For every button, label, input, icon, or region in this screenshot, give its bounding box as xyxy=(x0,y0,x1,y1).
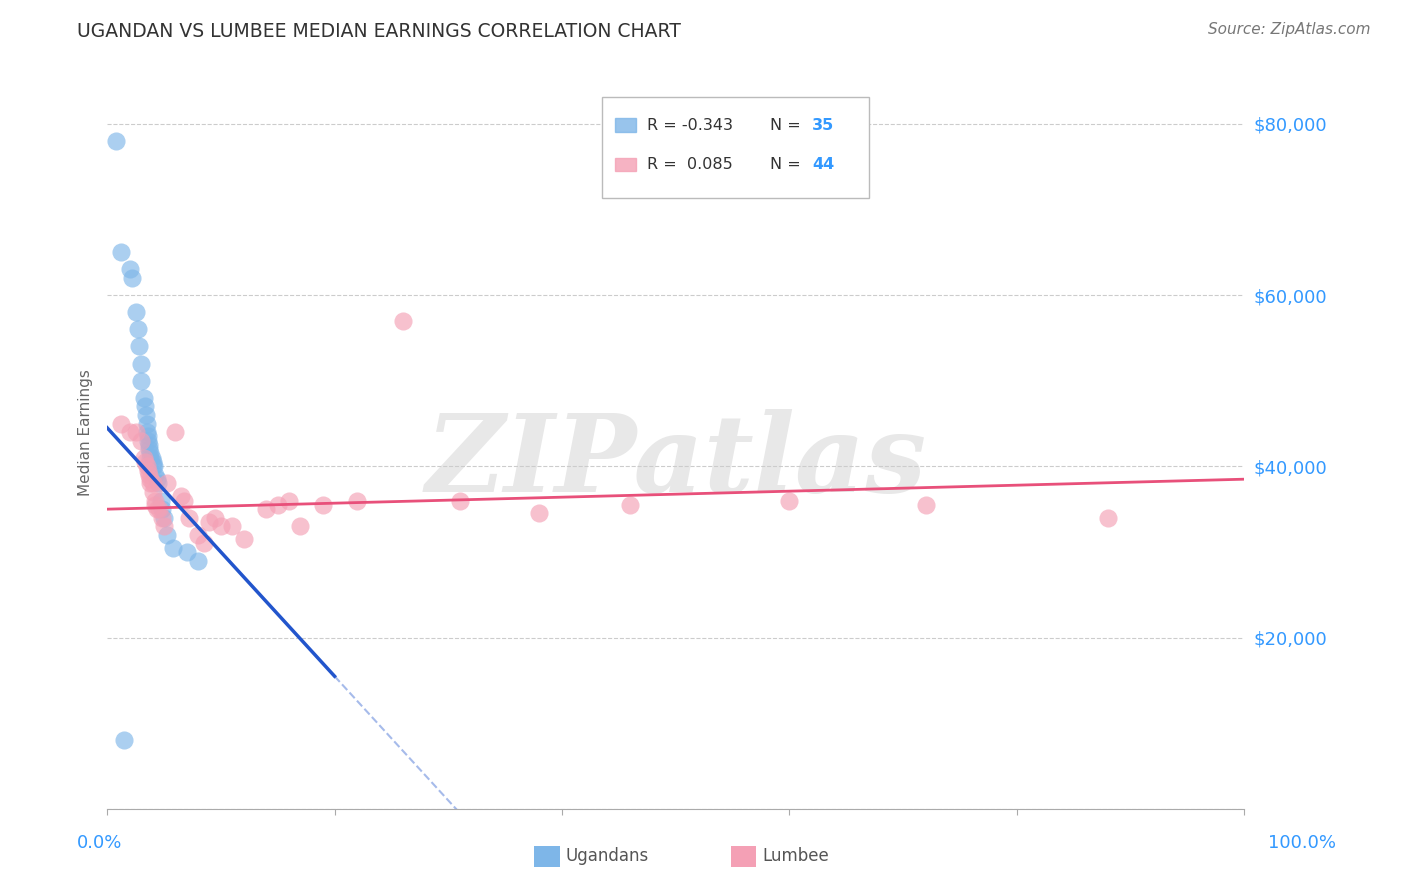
Point xyxy=(142,455,165,469)
Text: R =  0.085: R = 0.085 xyxy=(647,157,733,172)
Point xyxy=(132,391,155,405)
Point xyxy=(221,519,243,533)
Point xyxy=(143,498,166,512)
Point xyxy=(139,476,162,491)
Point xyxy=(110,245,132,260)
Point xyxy=(146,472,169,486)
Bar xyxy=(616,158,636,171)
Point xyxy=(391,314,413,328)
Text: R = -0.343: R = -0.343 xyxy=(647,118,734,133)
Text: 100.0%: 100.0% xyxy=(1268,834,1336,852)
Point xyxy=(138,442,160,457)
Text: 0.0%: 0.0% xyxy=(77,834,122,852)
Point xyxy=(232,532,254,546)
Point xyxy=(124,305,146,319)
Point xyxy=(146,502,169,516)
Point xyxy=(170,489,193,503)
Point xyxy=(148,476,170,491)
Point xyxy=(121,271,143,285)
Point xyxy=(136,417,159,431)
Point xyxy=(150,502,173,516)
Point xyxy=(143,493,166,508)
Point xyxy=(209,519,232,533)
Point xyxy=(278,493,301,508)
Point xyxy=(290,519,312,533)
Point xyxy=(129,374,152,388)
Point xyxy=(124,425,146,439)
Point xyxy=(619,498,641,512)
Point xyxy=(136,459,159,474)
Point xyxy=(915,498,938,512)
Point xyxy=(1097,510,1119,524)
Point xyxy=(110,417,132,431)
FancyBboxPatch shape xyxy=(602,96,869,198)
Point xyxy=(134,400,156,414)
Point xyxy=(177,510,200,524)
Point xyxy=(105,134,128,148)
Point xyxy=(346,493,368,508)
Point xyxy=(139,472,162,486)
Point xyxy=(148,502,170,516)
Point xyxy=(143,467,166,482)
Point xyxy=(165,425,187,439)
Point xyxy=(176,545,198,559)
Point xyxy=(141,450,163,465)
Point xyxy=(136,425,159,439)
Point xyxy=(312,498,335,512)
Point xyxy=(173,493,195,508)
Point xyxy=(118,262,141,277)
Point xyxy=(128,339,150,353)
Bar xyxy=(616,119,636,132)
Point xyxy=(136,464,159,478)
Point xyxy=(139,446,162,460)
Point xyxy=(149,493,172,508)
Text: Source: ZipAtlas.com: Source: ZipAtlas.com xyxy=(1208,22,1371,37)
Point xyxy=(138,438,160,452)
Point xyxy=(162,541,184,555)
Point xyxy=(529,507,551,521)
Text: UGANDAN VS LUMBEE MEDIAN EARNINGS CORRELATION CHART: UGANDAN VS LUMBEE MEDIAN EARNINGS CORREL… xyxy=(77,22,681,41)
Point xyxy=(136,429,159,443)
Point xyxy=(142,459,165,474)
Point xyxy=(127,322,149,336)
Point xyxy=(134,455,156,469)
Text: Ugandans: Ugandans xyxy=(565,847,648,865)
Point xyxy=(267,498,290,512)
Point xyxy=(142,476,165,491)
Point xyxy=(150,510,173,524)
Text: N =: N = xyxy=(770,118,801,133)
Point xyxy=(153,519,176,533)
Text: Lumbee: Lumbee xyxy=(762,847,828,865)
Point xyxy=(153,510,176,524)
Point xyxy=(136,434,159,448)
Text: ZIPatlas: ZIPatlas xyxy=(425,409,927,516)
Point xyxy=(135,408,157,422)
Point xyxy=(193,536,215,550)
Point xyxy=(112,733,135,747)
Text: 35: 35 xyxy=(813,118,834,133)
Point xyxy=(156,528,179,542)
Point xyxy=(198,515,221,529)
Point xyxy=(138,467,160,482)
Point xyxy=(778,493,800,508)
Point xyxy=(187,528,209,542)
Point xyxy=(129,434,152,448)
Text: N =: N = xyxy=(770,157,801,172)
Point xyxy=(254,502,277,516)
Point xyxy=(132,450,155,465)
Point xyxy=(187,553,209,567)
Text: 44: 44 xyxy=(813,157,834,172)
Point xyxy=(204,510,226,524)
Point xyxy=(142,459,165,474)
Point xyxy=(129,357,152,371)
Point xyxy=(142,485,165,500)
Point xyxy=(449,493,471,508)
Y-axis label: Median Earnings: Median Earnings xyxy=(79,368,93,496)
Point xyxy=(156,476,179,491)
Point xyxy=(139,450,162,465)
Point xyxy=(118,425,141,439)
